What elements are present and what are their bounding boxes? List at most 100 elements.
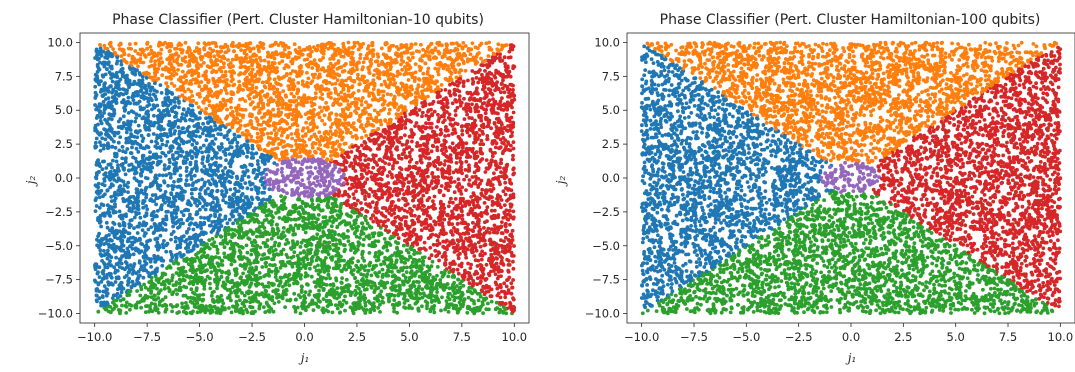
scatter-point [146, 227, 151, 232]
scatter-point [128, 67, 133, 72]
scatter-point [136, 64, 140, 69]
scatter-point [435, 265, 440, 269]
scatter-point [233, 228, 237, 232]
scatter-point [359, 135, 364, 140]
scatter-point [98, 119, 103, 123]
scatter-point [244, 243, 249, 248]
scatter-point [493, 145, 498, 150]
scatter-point [499, 90, 503, 95]
scatter-point [432, 109, 437, 114]
scatter-point [94, 196, 99, 201]
scatter-point [351, 192, 356, 197]
scatter-point [405, 280, 410, 284]
scatter-point [194, 272, 199, 277]
scatter-point [446, 310, 451, 314]
scatter-point [495, 80, 499, 84]
scatter-point [149, 265, 154, 269]
scatter-point [384, 65, 388, 70]
scatter-point [380, 267, 385, 272]
scatter-point [292, 42, 297, 47]
scatter-point [239, 64, 244, 69]
scatter-point [404, 142, 408, 147]
scatter-point [121, 114, 126, 119]
scatter-point [232, 132, 237, 137]
scatter-point [503, 83, 507, 88]
scatter-point [381, 93, 386, 98]
scatter-point [425, 46, 430, 51]
scatter-point [164, 303, 169, 308]
scatter-point [411, 228, 416, 233]
scatter-point [282, 66, 287, 71]
scatter-point [301, 126, 306, 130]
scatter-point [279, 194, 283, 199]
scatter-point [254, 265, 259, 270]
scatter-point [135, 289, 140, 293]
scatter-point [487, 273, 492, 278]
scatter-point [262, 58, 267, 63]
scatter-point [305, 165, 309, 170]
scatter-point [264, 264, 268, 269]
scatter-point [390, 270, 394, 274]
scatter-point [141, 205, 146, 210]
scatter-point [96, 309, 101, 314]
scatter-point [462, 61, 466, 66]
scatter-point [177, 218, 182, 223]
scatter-point [484, 158, 489, 163]
scatter-point [364, 218, 368, 223]
scatter-point [477, 133, 482, 138]
scatter-point [190, 142, 195, 147]
scatter-point [114, 159, 119, 164]
scatter-point [329, 210, 334, 215]
scatter-point [383, 214, 388, 219]
scatter-point [138, 215, 143, 220]
scatter-point [285, 260, 290, 265]
scatter-point [304, 253, 309, 258]
scatter-point [173, 129, 178, 133]
scatter-point [473, 109, 478, 114]
scatter-point [392, 309, 396, 314]
scatter-point [208, 281, 212, 286]
scatter-point [280, 173, 285, 178]
scatter-point [432, 219, 436, 224]
scatter-point [353, 293, 358, 297]
scatter-point [402, 301, 407, 305]
scatter-point [310, 145, 315, 150]
scatter-point [286, 115, 291, 120]
scatter-point [432, 310, 437, 315]
scatter-point [297, 95, 301, 100]
scatter-point [178, 173, 183, 178]
scatter-point [363, 264, 368, 269]
scatter-point [179, 238, 184, 243]
scatter-point [422, 246, 426, 251]
scatter-point [415, 91, 420, 96]
scatter-point [422, 240, 427, 245]
scatter-point [213, 84, 218, 89]
scatter-point [266, 60, 271, 65]
scatter-point [251, 156, 256, 160]
scatter-point [101, 74, 106, 79]
scatter-point [198, 220, 203, 225]
scatter-point [256, 122, 261, 127]
scatter-point [380, 275, 385, 279]
scatter-point [281, 89, 286, 93]
scatter-point [476, 80, 481, 85]
scatter-point [402, 177, 407, 182]
scatter-point [102, 159, 106, 164]
scatter-point [318, 96, 323, 100]
scatter-point [329, 125, 333, 129]
scatter-point [106, 248, 110, 253]
scatter-point [374, 153, 378, 158]
scatter-point [477, 127, 482, 132]
scatter-point [317, 130, 322, 135]
scatter-point [505, 117, 510, 122]
scatter-point [281, 145, 286, 149]
scatter-point [502, 90, 507, 95]
scatter-point [387, 107, 392, 112]
scatter-point [130, 279, 135, 284]
scatter-point [404, 45, 409, 50]
scatter-point [457, 263, 462, 268]
scatter-point [309, 222, 314, 227]
scatter-point [334, 204, 339, 209]
